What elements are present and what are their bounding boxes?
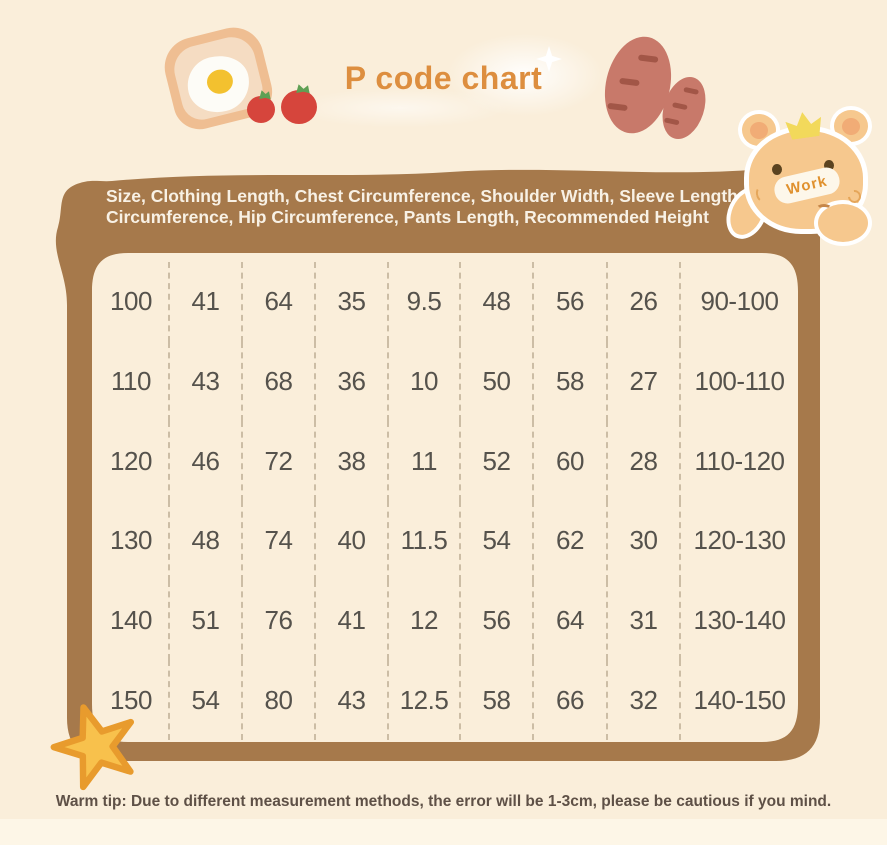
table-column-headers: Size, Clothing Length, Chest Circumferen… — [106, 186, 794, 227]
table-cell: 110-120 — [694, 445, 786, 476]
table-cell: 80 — [243, 660, 316, 740]
table-cell: 38 — [316, 421, 389, 501]
table-cell: 9.5 — [389, 262, 461, 342]
table-cell: 50 — [461, 341, 534, 422]
bear-mouth — [816, 204, 832, 213]
table-cell: 54 — [170, 660, 243, 740]
table-cell: 12.5 — [389, 660, 461, 740]
table-cell: 64 — [534, 580, 608, 661]
table-cell: 48 — [461, 262, 534, 342]
table-cell: 58 — [461, 660, 534, 740]
table-cell: 36 — [316, 341, 389, 422]
page-title: P code chart — [344, 60, 543, 96]
table-cell: 35 — [316, 262, 389, 342]
bear-eye — [772, 164, 782, 175]
table-cell: 48 — [170, 500, 243, 581]
tomato-icon — [247, 96, 275, 123]
table-cell: 68 — [243, 341, 316, 422]
table-cell: 46 — [170, 421, 243, 501]
table-cell: 41 — [170, 262, 243, 342]
table-cell: 54 — [461, 500, 534, 581]
table-cell: 56 — [461, 580, 534, 661]
tomato-icon — [281, 90, 317, 124]
table-cell: 110 — [94, 341, 170, 422]
table-cell: 120-130 — [693, 525, 786, 556]
bear-inner-ear — [750, 122, 768, 139]
table-cell: 90-100 — [700, 286, 779, 317]
size-table: 100 41 64 35 9.5 48 56 26 90-100 110 43 68 36 10 50 58 2… — [94, 262, 798, 740]
table-cell: 62 — [534, 500, 608, 581]
table-cell: 64 — [243, 262, 316, 342]
table-cell: 56 — [534, 262, 608, 342]
table-cell: 76 — [243, 580, 316, 661]
warm-tip-text: Warm tip: Due to different measurement m… — [55, 793, 832, 810]
table-cell: 32 — [608, 660, 681, 740]
table-cell: 26 — [608, 262, 681, 342]
bear-eye — [824, 160, 834, 171]
table-cell: 66 — [534, 660, 608, 740]
table-cell: 51 — [170, 580, 243, 661]
table-cell: 41 — [316, 580, 389, 661]
table-cell: 140-150 — [693, 684, 786, 715]
table-cell: 72 — [243, 421, 316, 501]
table-cell: 28 — [608, 421, 681, 501]
table-cell: 140 — [94, 580, 170, 661]
table-cell: 10 — [389, 341, 461, 422]
table-cell: 30 — [608, 500, 681, 581]
table-cell: 130 — [94, 500, 170, 581]
table-cell: 12 — [389, 580, 461, 661]
bottom-band — [0, 819, 887, 845]
table-cell: 120 — [94, 421, 170, 501]
table-cell: 43 — [316, 660, 389, 740]
bear-inner-ear — [842, 118, 860, 135]
table-cell: 31 — [608, 580, 681, 661]
table-cell: 60 — [534, 421, 608, 501]
table-cell: 52 — [461, 421, 534, 501]
star-icon — [38, 688, 154, 804]
table-cell: 150 — [94, 660, 170, 740]
table-cell: 130-140 — [693, 604, 786, 635]
table-cell: 27 — [608, 341, 681, 422]
table-cell: 40 — [316, 500, 389, 581]
table-cell: 74 — [243, 500, 316, 581]
table-cell: 43 — [170, 341, 243, 422]
table-cell: 100 — [94, 262, 170, 342]
title-glow-streak — [290, 88, 510, 128]
table-cell: 58 — [534, 341, 608, 422]
table-cell: 11.5 — [389, 500, 461, 581]
table-cell: 100-110 — [694, 365, 786, 396]
table-cell: 11 — [389, 421, 461, 501]
bear-icon: Work — [718, 102, 887, 246]
